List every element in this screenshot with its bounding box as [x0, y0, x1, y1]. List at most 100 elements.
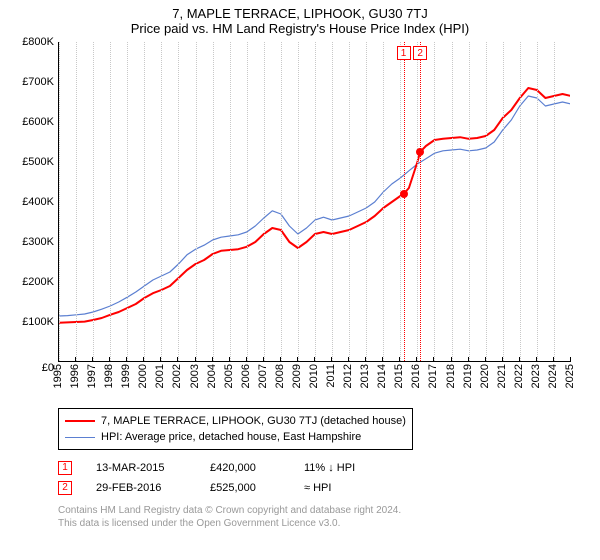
- x-tick-label: 2004: [206, 364, 218, 388]
- x-tick-label: 1998: [103, 364, 115, 388]
- x-tick-label: 2020: [479, 364, 491, 388]
- chart-subtitle: Price paid vs. HM Land Registry's House …: [14, 21, 586, 36]
- x-axis: 1995199619971998199920002001200220032004…: [58, 362, 570, 406]
- y-tick-label: £100K: [22, 316, 54, 328]
- sale-marker-line: [404, 42, 405, 361]
- x-gridline: [349, 42, 350, 361]
- legend: 7, MAPLE TERRACE, LIPHOOK, GU30 7TJ (det…: [58, 408, 413, 450]
- x-gridline: [520, 42, 521, 361]
- x-tick-label: 2021: [496, 364, 508, 388]
- x-gridline: [247, 42, 248, 361]
- y-tick-label: £400K: [22, 196, 54, 208]
- legend-swatch: [65, 437, 95, 438]
- x-gridline: [93, 42, 94, 361]
- sale-marker-dot: [416, 148, 424, 156]
- chart-title: 7, MAPLE TERRACE, LIPHOOK, GU30 7TJ: [14, 6, 586, 21]
- x-gridline: [59, 42, 60, 361]
- plot-area: 12: [58, 42, 570, 362]
- x-gridline: [298, 42, 299, 361]
- x-gridline: [554, 42, 555, 361]
- sale-row: 2 29-FEB-2016 £525,000 ≈ HPI: [58, 478, 586, 498]
- x-tick-label: 2010: [308, 364, 320, 388]
- x-tick-label: 2017: [427, 364, 439, 388]
- x-gridline: [213, 42, 214, 361]
- x-gridline: [332, 42, 333, 361]
- x-tick-label: 2006: [240, 364, 252, 388]
- sale-vs-hpi: 11% ↓ HPI: [304, 458, 394, 478]
- x-tick-label: 2013: [359, 364, 371, 388]
- y-tick-label: £800K: [22, 36, 54, 48]
- sale-row: 1 13-MAR-2015 £420,000 11% ↓ HPI: [58, 458, 586, 478]
- sale-date: 29-FEB-2016: [96, 478, 186, 498]
- x-tick-label: 2015: [393, 364, 405, 388]
- legend-item: 7, MAPLE TERRACE, LIPHOOK, GU30 7TJ (det…: [65, 413, 406, 429]
- x-tick-label: 2000: [137, 364, 149, 388]
- x-gridline: [315, 42, 316, 361]
- x-tick-label: 1995: [52, 364, 64, 388]
- x-gridline: [264, 42, 265, 361]
- x-tick-label: 2009: [291, 364, 303, 388]
- x-tick-label: 1996: [69, 364, 81, 388]
- x-gridline: [161, 42, 162, 361]
- x-gridline: [537, 42, 538, 361]
- x-gridline: [178, 42, 179, 361]
- x-gridline: [503, 42, 504, 361]
- x-tick-label: 2025: [564, 364, 576, 388]
- footer-line-1: Contains HM Land Registry data © Crown c…: [58, 504, 586, 517]
- x-tick-label: 2007: [257, 364, 269, 388]
- y-tick-label: £500K: [22, 156, 54, 168]
- x-tick-label: 2019: [462, 364, 474, 388]
- x-gridline: [110, 42, 111, 361]
- footer-credit: Contains HM Land Registry data © Crown c…: [58, 504, 586, 530]
- y-tick-label: £700K: [22, 76, 54, 88]
- legend-label: HPI: Average price, detached house, East…: [101, 429, 361, 445]
- x-gridline: [486, 42, 487, 361]
- sale-badge: 2: [58, 481, 72, 495]
- sale-price: £420,000: [210, 458, 280, 478]
- footer-line-2: This data is licensed under the Open Gov…: [58, 517, 586, 530]
- x-tick-label: 1997: [86, 364, 98, 388]
- sale-date: 13-MAR-2015: [96, 458, 186, 478]
- x-gridline: [230, 42, 231, 361]
- sale-price: £525,000: [210, 478, 280, 498]
- x-gridline: [196, 42, 197, 361]
- x-tick-label: 2024: [547, 364, 559, 388]
- y-tick-label: £600K: [22, 116, 54, 128]
- x-tick-label: 2012: [342, 364, 354, 388]
- x-tick-label: 2005: [223, 364, 235, 388]
- x-tick-label: 2008: [274, 364, 286, 388]
- x-gridline: [400, 42, 401, 361]
- sales-table: 1 13-MAR-2015 £420,000 11% ↓ HPI 2 29-FEB-201…: [58, 458, 586, 498]
- sale-marker-line: [420, 42, 421, 361]
- x-gridline: [144, 42, 145, 361]
- x-gridline: [434, 42, 435, 361]
- legend-swatch: [65, 420, 95, 422]
- x-tick-label: 2018: [445, 364, 457, 388]
- sale-vs-hpi: ≈ HPI: [304, 478, 394, 498]
- x-tick-label: 2011: [325, 364, 337, 388]
- x-tick-label: 2014: [376, 364, 388, 388]
- x-tick-label: 2003: [189, 364, 201, 388]
- sale-marker-badge: 2: [413, 46, 427, 60]
- x-tick-label: 2001: [154, 364, 166, 388]
- x-gridline: [452, 42, 453, 361]
- y-tick-label: £300K: [22, 236, 54, 248]
- sale-badge: 1: [58, 461, 72, 475]
- sale-marker-dot: [400, 190, 408, 198]
- chart-area: £0£100K£200K£300K£400K£500K£600K£700K£80…: [14, 42, 586, 362]
- x-tick-label: 2016: [410, 364, 422, 388]
- y-axis: £0£100K£200K£300K£400K£500K£600K£700K£80…: [14, 42, 58, 362]
- x-gridline: [383, 42, 384, 361]
- x-tick-label: 2022: [513, 364, 525, 388]
- x-gridline: [366, 42, 367, 361]
- x-gridline: [417, 42, 418, 361]
- x-gridline: [127, 42, 128, 361]
- sale-marker-badge: 1: [397, 46, 411, 60]
- legend-label: 7, MAPLE TERRACE, LIPHOOK, GU30 7TJ (det…: [101, 413, 406, 429]
- x-tick-label: 2002: [171, 364, 183, 388]
- x-tick-label: 1999: [120, 364, 132, 388]
- x-gridline: [281, 42, 282, 361]
- x-tick-label: 2023: [530, 364, 542, 388]
- y-tick-label: £200K: [22, 276, 54, 288]
- x-gridline: [76, 42, 77, 361]
